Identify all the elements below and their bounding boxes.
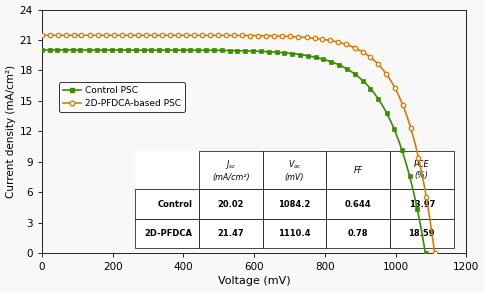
- Legend: Control PSC, 2D-PFDCA-based PSC: Control PSC, 2D-PFDCA-based PSC: [59, 82, 185, 112]
- Y-axis label: Current density (mA/cm²): Current density (mA/cm²): [5, 65, 15, 198]
- X-axis label: Voltage (mV): Voltage (mV): [217, 277, 290, 286]
